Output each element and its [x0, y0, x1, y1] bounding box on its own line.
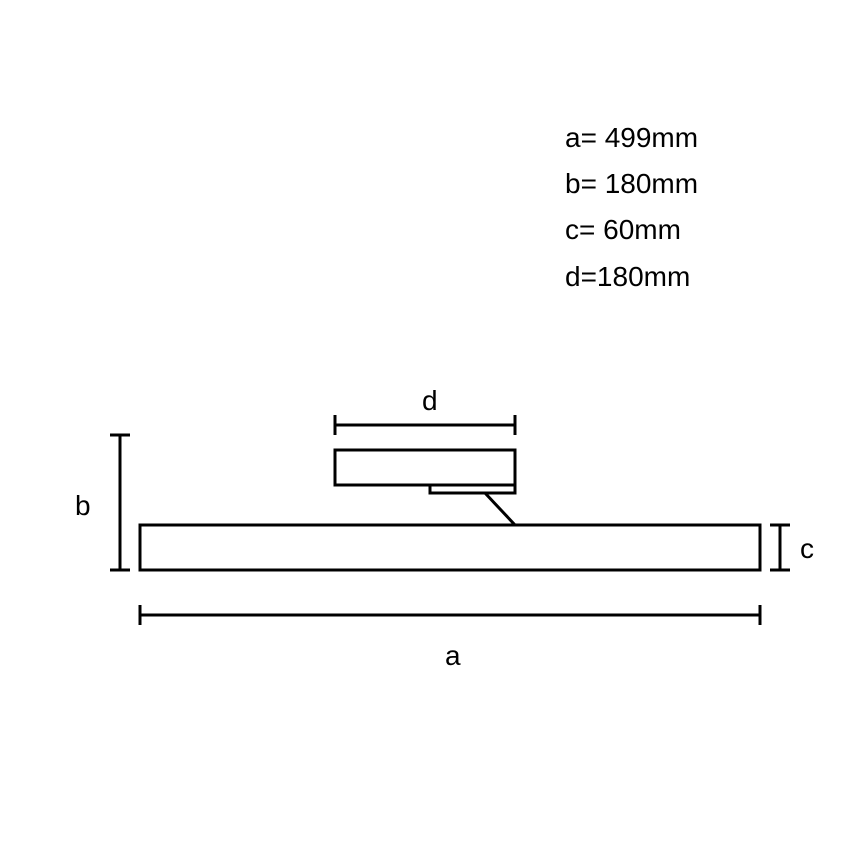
svg-text:a: a: [445, 640, 461, 671]
technical-drawing: d a b c: [0, 0, 868, 868]
legend-line-c: c= 60mm: [565, 207, 698, 253]
legend-line-d: d=180mm: [565, 254, 698, 300]
dimension-legend: a= 499mm b= 180mm c= 60mm d=180mm: [565, 115, 698, 300]
legend-line-b: b= 180mm: [565, 161, 698, 207]
legend-line-a: a= 499mm: [565, 115, 698, 161]
svg-text:d: d: [422, 385, 438, 416]
svg-text:b: b: [75, 490, 91, 521]
svg-text:c: c: [800, 533, 814, 564]
